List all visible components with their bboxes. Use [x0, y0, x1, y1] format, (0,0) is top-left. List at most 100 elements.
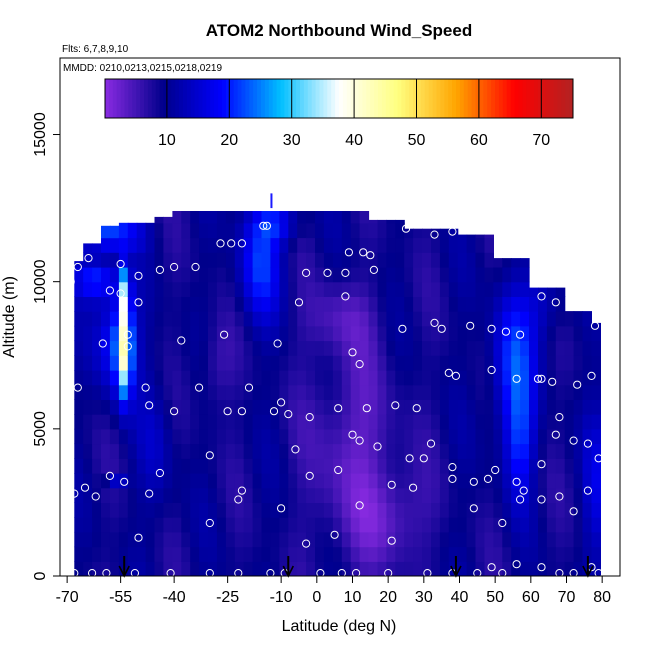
field-cell — [493, 561, 503, 576]
field-cell — [520, 311, 530, 327]
colorbar-swatch — [190, 79, 196, 118]
field-cell — [422, 252, 432, 268]
field-cell — [279, 370, 289, 386]
field-cell — [350, 281, 361, 297]
field-cell — [145, 355, 156, 371]
colorbar-swatch — [175, 79, 180, 118]
field-cell — [323, 222, 334, 239]
field-cell — [109, 281, 120, 297]
field-cell — [350, 458, 361, 474]
field-cell — [136, 561, 147, 576]
field-cell — [154, 561, 164, 576]
field-cell — [154, 296, 164, 312]
colorbar-swatch — [428, 79, 434, 118]
field-cell — [315, 237, 325, 253]
field-cell — [350, 487, 361, 503]
field-cell — [457, 399, 468, 415]
field-cell — [101, 384, 111, 400]
colorbar-swatch — [155, 79, 161, 118]
colorbar-swatch — [393, 79, 398, 118]
field-cell — [163, 216, 173, 224]
field-cell — [404, 355, 414, 371]
x-tick-label: -55 — [109, 589, 132, 606]
field-cell — [466, 546, 477, 562]
field-cell — [332, 561, 343, 576]
field-cell — [154, 458, 164, 474]
field-cell — [306, 517, 316, 533]
field-cell — [377, 325, 387, 342]
field-cell — [529, 296, 539, 312]
sample-point — [590, 321, 600, 330]
field-cell — [199, 399, 209, 415]
field-cell — [225, 370, 236, 386]
colorbar-swatch — [491, 79, 496, 118]
field-cell — [315, 414, 325, 430]
sample-point — [512, 560, 521, 569]
field-cell — [163, 222, 173, 239]
field-cell — [216, 458, 227, 474]
field-cell — [591, 340, 601, 356]
field-cell — [359, 546, 370, 562]
field-cell — [243, 414, 254, 430]
colorbar-swatch — [327, 79, 332, 118]
sample-point — [305, 471, 314, 480]
field-cell — [538, 355, 548, 371]
field-cell — [439, 252, 450, 268]
field-cell — [243, 487, 254, 503]
field-cell — [216, 267, 227, 283]
field-cell — [493, 399, 503, 415]
field-cell — [74, 370, 84, 386]
field-cell — [422, 502, 432, 518]
field-cell — [136, 267, 147, 283]
field-cell — [332, 517, 343, 533]
field-cell — [225, 296, 236, 312]
field-cell — [127, 355, 138, 371]
field-cell — [208, 531, 218, 548]
sample-point — [277, 398, 286, 407]
field-cell — [199, 325, 209, 342]
field-cell — [511, 502, 521, 518]
field-cell — [243, 267, 254, 283]
colorbar-swatch — [350, 79, 356, 118]
field-cell — [234, 355, 245, 371]
field-cell — [439, 531, 450, 548]
field-cell — [591, 399, 601, 415]
field-cell — [136, 311, 147, 327]
field-cell — [413, 517, 423, 533]
field-cell — [297, 222, 307, 239]
field-cell — [573, 473, 584, 489]
field-cell — [127, 487, 138, 503]
field-cell — [279, 355, 289, 371]
field-cell — [368, 296, 378, 312]
field-cell — [190, 237, 200, 253]
sample-point — [430, 318, 439, 327]
field-cell — [199, 281, 209, 297]
field-cell — [368, 370, 378, 386]
field-cell — [261, 473, 271, 489]
field-cell — [431, 458, 441, 474]
field-cell — [529, 428, 539, 445]
y-axis-label: Altitude (m) — [1, 276, 18, 358]
field-cell — [395, 531, 405, 548]
field-cell — [520, 267, 530, 283]
field-cell — [582, 443, 592, 459]
field-cell — [225, 399, 236, 415]
field-cell — [448, 487, 459, 503]
field-cell — [413, 546, 423, 562]
colorbar-swatch — [467, 79, 473, 118]
field-cell — [439, 340, 450, 356]
sample-point — [141, 383, 150, 392]
field-cell — [404, 531, 414, 548]
colorbar-swatch — [374, 79, 379, 118]
field-cell — [386, 296, 396, 312]
field-cell — [127, 458, 138, 474]
field-cell — [172, 487, 182, 503]
field-cell — [332, 211, 343, 224]
field-cell — [350, 399, 361, 415]
field-cell — [172, 296, 182, 312]
field-cell — [341, 311, 352, 327]
x-axis-label: Latitude (deg N) — [282, 618, 397, 635]
x-tick-label: 10 — [344, 589, 362, 606]
field-cell — [306, 428, 316, 445]
field-cell — [466, 355, 477, 371]
